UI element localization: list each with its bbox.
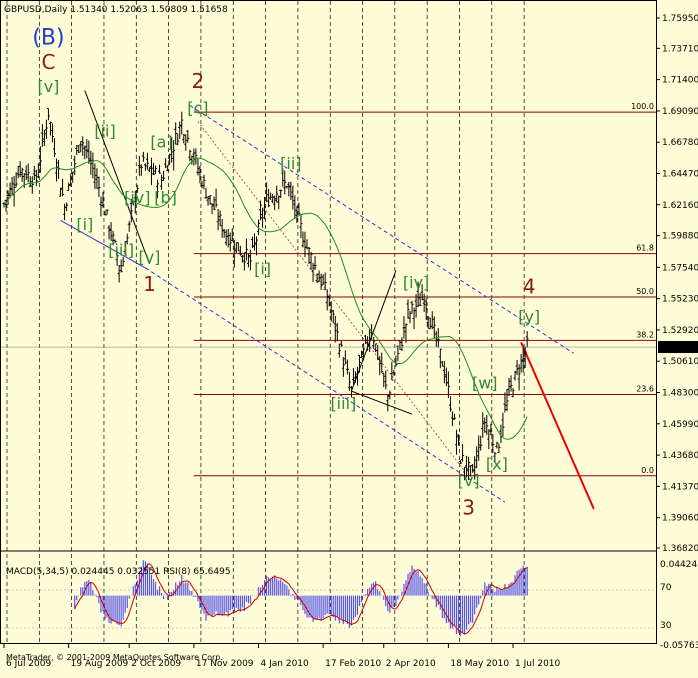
fib-label: 61.8 <box>636 244 654 253</box>
macd-tick-label: 70 <box>660 583 672 593</box>
wave-label: [c] <box>187 98 208 117</box>
price-tick-label: 1.43680 <box>662 451 698 461</box>
time-tick-label: 19 Aug 2009 <box>71 659 129 669</box>
fib-label: 50.0 <box>636 287 654 296</box>
wave-label: [b] <box>154 188 177 207</box>
trend-mid-lower <box>351 390 413 415</box>
vertical-grid <box>6 1 525 643</box>
price-tick-label: 1.36820 <box>662 544 698 554</box>
macd-tick-label: 0.04424 <box>660 560 697 570</box>
fib-label: 23.6 <box>636 385 654 394</box>
time-tick-label: 1 Jul 2010 <box>515 659 560 669</box>
wave-label: [iii] <box>330 394 356 413</box>
price-tick-label: 1.41370 <box>662 482 698 492</box>
wave-label: [a] <box>150 132 172 151</box>
wave-label: 2 <box>192 69 205 93</box>
wave-label: C <box>41 50 55 74</box>
moving-average-line <box>3 157 528 440</box>
price-tick-label: 1.75950 <box>662 14 698 24</box>
time-tick-label: 18 May 2010 <box>450 659 509 669</box>
current-price-box <box>658 341 698 354</box>
wave-label: [v] <box>458 471 480 490</box>
price-bars <box>2 108 529 481</box>
forecast-line <box>520 341 595 510</box>
chart-frame <box>0 0 657 644</box>
trend-left <box>84 90 150 265</box>
trend-lines <box>60 90 595 510</box>
macd-tick-label: -0.05763 <box>660 641 698 651</box>
time-tick-label: 2 Apr 2010 <box>386 659 436 669</box>
copyright-text: MetaTrader, © 2001-2009 MetaQuotes Softw… <box>6 653 223 662</box>
price-tick-label: 1.69090 <box>662 107 698 117</box>
wave-label: [x] <box>486 455 508 474</box>
fib-label: 100.0 <box>631 102 654 111</box>
wave-label: 4 <box>523 275 536 299</box>
symbol-info: GBPUSD,Daily 1.51340 1.52063 1.50809 1.5… <box>4 5 228 15</box>
macd-signal-line <box>74 563 528 635</box>
price-tick-label: 1.50610 <box>662 357 698 367</box>
price-tick-label: 1.39060 <box>662 514 698 524</box>
price-tick-label: 1.52920 <box>662 326 698 336</box>
price-tick-label: 1.45990 <box>662 420 698 430</box>
price-tick-label: 1.64470 <box>662 169 698 179</box>
time-tick-label: 4 Jan 2010 <box>261 659 309 669</box>
price-tick-label: 1.66780 <box>662 138 698 148</box>
trend-mid <box>350 270 397 392</box>
price-tick-label: 1.71400 <box>662 76 698 86</box>
wave-label: [v] <box>138 247 160 266</box>
macd-tick-label: 30 <box>660 621 672 631</box>
time-tick-label: 2 Oct 2009 <box>131 659 181 669</box>
time-tick-label: 17 Nov 2009 <box>196 659 254 669</box>
time-tick-label: 6 Jul 2009 <box>6 659 51 669</box>
price-tick-label: 1.62160 <box>662 201 698 211</box>
wave-labels: (B)C[v][ii][a]2[c][i][iv] [b][iii] [v]1[ii… <box>32 25 540 519</box>
moving-average <box>3 157 528 440</box>
wave-label: [v] <box>37 77 59 96</box>
wave-label: [iv] <box>124 188 150 207</box>
current-price-label: 1.51658 <box>660 343 697 353</box>
fib-label: 38.2 <box>636 330 654 339</box>
wave-label: 3 <box>462 495 475 519</box>
wave-label: [w] <box>472 373 498 392</box>
wave-label: (B) <box>32 25 64 50</box>
wave-label: [y] <box>518 307 540 326</box>
wave-label: [iv] <box>403 273 429 292</box>
channel-lower <box>145 267 506 503</box>
time-tick-label: 17 Feb 2010 <box>325 659 381 669</box>
wave-path <box>197 121 465 472</box>
macd-info: MACD(5,34,5) 0.024445 0.032551 RSI(8) 65… <box>6 567 231 577</box>
fib-label: 0.0 <box>641 466 654 475</box>
channel-upper <box>189 104 574 354</box>
price-tick-label: 1.57540 <box>662 263 698 273</box>
time-axis: 6 Jul 2009 19 Aug 2009 2 Oct 2009 17 Nov 20… <box>3 643 561 669</box>
price-tick-label: 1.59880 <box>662 232 698 242</box>
wave-label: [iii] <box>108 241 134 260</box>
price-tick-label: 1.73710 <box>662 44 698 54</box>
channel-lower-left <box>60 220 146 269</box>
price-tick-label: 1.55230 <box>662 295 698 305</box>
price-tick-label: 1.48300 <box>662 389 698 399</box>
macd-panel: MACD(5,34,5) 0.024445 0.032551 RSI(8) 65… <box>0 560 698 651</box>
wave-label: [ii] <box>280 154 301 173</box>
price-axis: 1.75950 1.73710 1.71400 1.69090 1.66780 1.644… <box>0 14 698 554</box>
wave-label: [i] <box>254 260 271 279</box>
wave-label: [i] <box>76 215 93 234</box>
wave-label: [ii] <box>94 122 115 141</box>
wave-label: 1 <box>143 272 156 296</box>
